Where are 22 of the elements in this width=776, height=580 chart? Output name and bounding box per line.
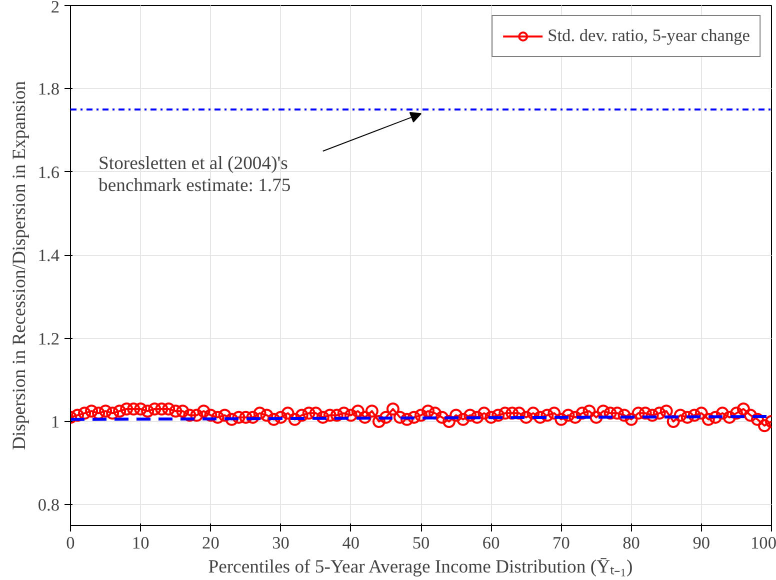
x-tick-label: 20 [202, 534, 220, 552]
y-tick-label: 0.8 [38, 496, 60, 515]
x-tick-label: 40 [342, 534, 360, 552]
x-tick-label: 80 [622, 534, 640, 552]
x-tick-label: 10 [132, 534, 150, 552]
x-tick-label: 60 [482, 534, 500, 552]
x-tick-label: 70 [552, 534, 570, 552]
y-tick-label: 2 [50, 0, 60, 16]
x-tick-label: 100 [750, 534, 776, 552]
x-tick-label: 90 [692, 534, 710, 552]
y-tick-label: 1.2 [38, 329, 60, 348]
x-tick-label: 50 [412, 534, 430, 552]
y-tick-label: 1.4 [38, 246, 60, 266]
annotation: Storesletten et al (2004)'s benchmark estimate: 1.75 [98, 153, 291, 196]
y-tick-label: 1.8 [38, 80, 60, 99]
x-tick-label: 0 [66, 534, 75, 552]
legend-label: Std. dev. ratio, 5-year change [548, 26, 750, 46]
x-tick-label: 30 [272, 534, 290, 552]
y-axis-title: Dispersion in Recession/Dispersion in Expansion [8, 80, 30, 450]
x-axis-title: Percentiles of 5-Year Average Income Distribution (Ȳₜ₋₁) [208, 556, 633, 578]
y-tick-label: 1.6 [38, 162, 60, 182]
y-tick-label: 1 [50, 412, 60, 432]
